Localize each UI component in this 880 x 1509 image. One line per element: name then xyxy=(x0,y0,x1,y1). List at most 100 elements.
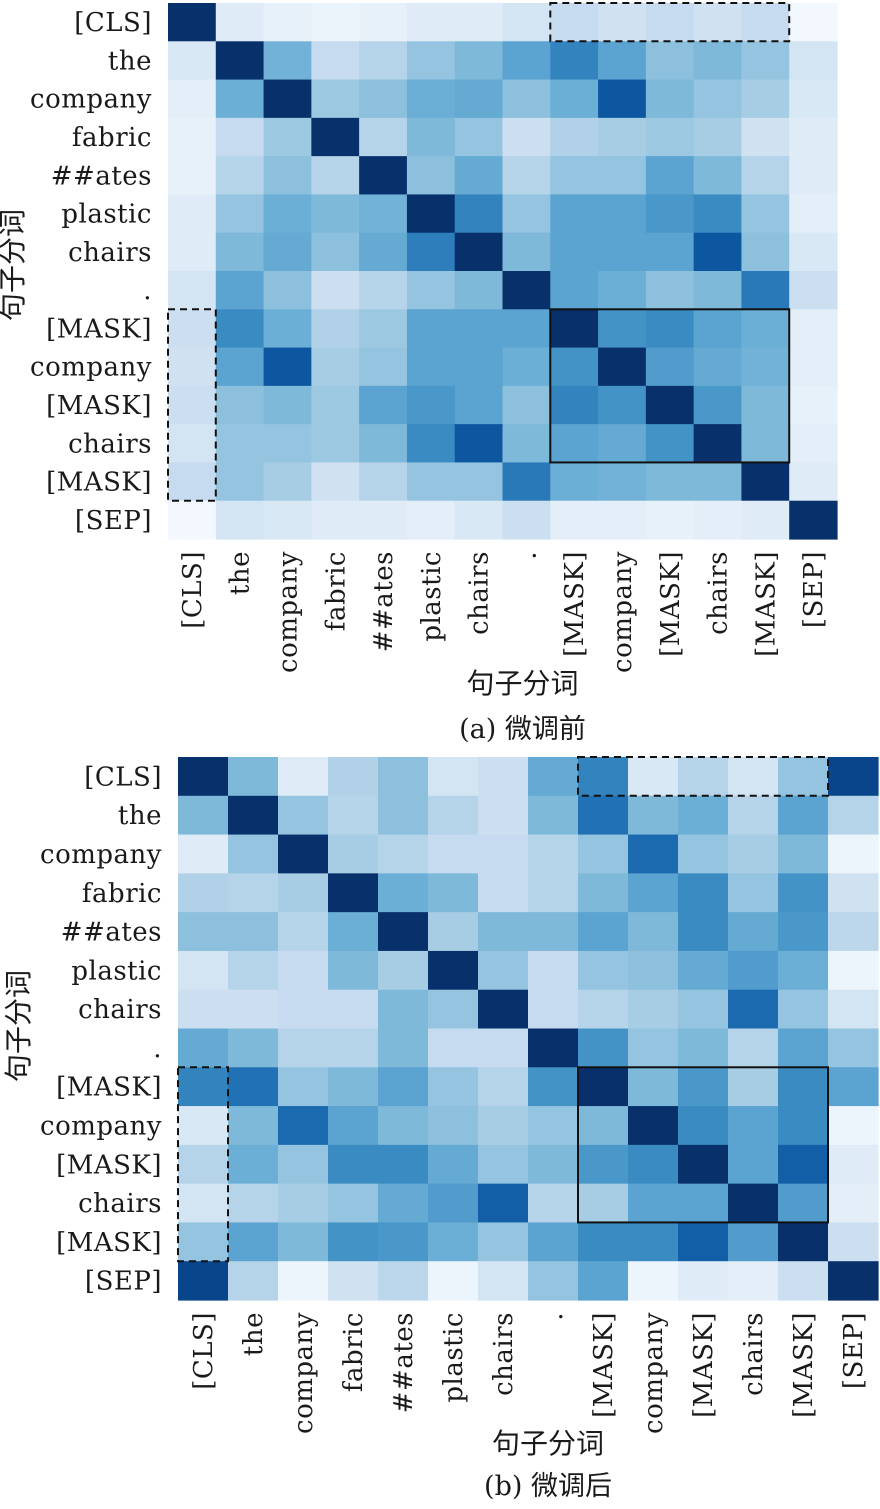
y-tick-label: . xyxy=(153,1034,162,1064)
y-tick-label: company xyxy=(30,85,152,115)
heatmap-cell xyxy=(693,424,743,464)
x-tick-label: [MASK] xyxy=(656,551,686,657)
x-tick-label: plastic xyxy=(417,551,447,642)
heatmap-cell xyxy=(502,347,551,387)
heatmap-cell xyxy=(406,117,456,157)
heatmap-cell xyxy=(263,41,312,81)
heatmap-cell xyxy=(550,385,599,425)
heatmap-cell xyxy=(502,271,551,310)
heatmap-cell xyxy=(528,757,579,797)
heatmap-cell xyxy=(263,500,312,540)
heatmap-cell xyxy=(741,424,790,464)
heatmap-cell xyxy=(693,500,743,540)
heatmap-cell xyxy=(168,500,217,540)
heatmap-cell xyxy=(215,232,265,272)
heatmap-cell xyxy=(311,41,360,81)
heatmap-cell xyxy=(828,1144,879,1185)
heatmap-cell xyxy=(693,309,743,349)
heatmap-cell xyxy=(178,795,229,836)
heatmap-cell xyxy=(578,1067,629,1107)
heatmap-cell xyxy=(178,1144,229,1185)
heatmap-cell xyxy=(228,1261,279,1301)
heatmap-cell xyxy=(693,347,743,387)
x-tick-label: the xyxy=(226,551,256,595)
y-tick-label: plastic xyxy=(71,956,162,986)
heatmap-cell xyxy=(598,117,647,157)
heatmap-cell xyxy=(502,385,551,425)
heatmap-cell xyxy=(228,795,279,836)
heatmap-cell xyxy=(598,347,647,387)
heatmap-cell xyxy=(428,989,479,1030)
y-tick-label: ##ates xyxy=(51,161,152,191)
heatmap-cell xyxy=(741,385,790,425)
x-axis-label: 句子分词 xyxy=(466,667,578,700)
heatmap-cell xyxy=(311,271,360,310)
heatmap-cell xyxy=(328,757,379,797)
heatmap-cell xyxy=(678,757,729,797)
heatmap-cell xyxy=(328,1222,379,1262)
heatmap-cell xyxy=(578,1183,629,1224)
y-tick-label: [MASK] xyxy=(46,314,152,344)
y-tick-label: company xyxy=(40,1111,162,1141)
heatmap-cell xyxy=(728,950,779,991)
heatmap-cell xyxy=(263,309,312,349)
heatmap-cell xyxy=(778,1183,829,1224)
heatmap-cell xyxy=(550,194,599,234)
heatmap-cell xyxy=(789,3,838,42)
heatmap-cell xyxy=(645,41,695,81)
heatmap-cell xyxy=(278,1028,329,1068)
heatmap-cell xyxy=(359,79,408,119)
heatmap-cell xyxy=(228,757,279,797)
heatmap-cell xyxy=(550,462,599,502)
heatmap-cell xyxy=(168,232,217,272)
heatmap-cell xyxy=(178,950,229,991)
heatmap-cell xyxy=(359,347,408,387)
heatmap-cell xyxy=(778,989,829,1030)
heatmap-cell xyxy=(228,1183,279,1224)
heatmap-cell xyxy=(378,950,429,991)
heatmap-cell xyxy=(406,156,456,196)
y-tick-label: fabric xyxy=(82,879,162,909)
heatmap-cell xyxy=(178,989,229,1030)
y-tick-label: chairs xyxy=(78,1189,162,1219)
heatmap-cell xyxy=(778,1028,829,1068)
heatmap-cell xyxy=(428,1222,479,1262)
heatmap-cell xyxy=(228,912,279,952)
heatmap-cell xyxy=(693,232,743,272)
heatmap-cell xyxy=(578,1261,629,1301)
heatmap-cell xyxy=(359,41,408,81)
heatmap-cell xyxy=(789,79,838,119)
heatmap-cell xyxy=(598,79,647,119)
heatmap-cell xyxy=(478,1144,529,1185)
heatmap-cell xyxy=(578,1144,629,1185)
heatmap-cell xyxy=(328,912,379,952)
heatmap-cell xyxy=(645,424,695,464)
dashed-highlight-box xyxy=(549,2,791,43)
heatmap-cell xyxy=(628,950,679,991)
heatmap-cell xyxy=(502,41,551,81)
heatmap-cell xyxy=(215,117,265,157)
heatmap-cell xyxy=(645,309,695,349)
heatmap-cell xyxy=(828,795,879,836)
heatmap-cell xyxy=(359,385,408,425)
heatmap-cell xyxy=(311,194,360,234)
heatmap-cell xyxy=(693,462,743,502)
heatmap-cell xyxy=(215,500,265,540)
heatmap-cell xyxy=(406,232,456,272)
heatmap-cell xyxy=(168,156,217,196)
heatmap-cell xyxy=(741,232,790,272)
heatmap-cell xyxy=(828,873,879,913)
heatmap-cell xyxy=(406,194,456,234)
heatmap-cell xyxy=(578,1028,629,1068)
heatmap-cell xyxy=(678,1183,729,1224)
heatmap-cell xyxy=(454,500,504,540)
heatmap-cell xyxy=(628,757,679,797)
heatmap-cell xyxy=(778,912,829,952)
heatmap-cell xyxy=(228,1067,279,1107)
heatmap-cell xyxy=(168,194,217,234)
heatmap-cell xyxy=(228,1222,279,1262)
heatmap-cell xyxy=(628,834,679,874)
heatmap-cell xyxy=(598,500,647,540)
heatmap-cell xyxy=(359,194,408,234)
heatmap-cell xyxy=(215,385,265,425)
